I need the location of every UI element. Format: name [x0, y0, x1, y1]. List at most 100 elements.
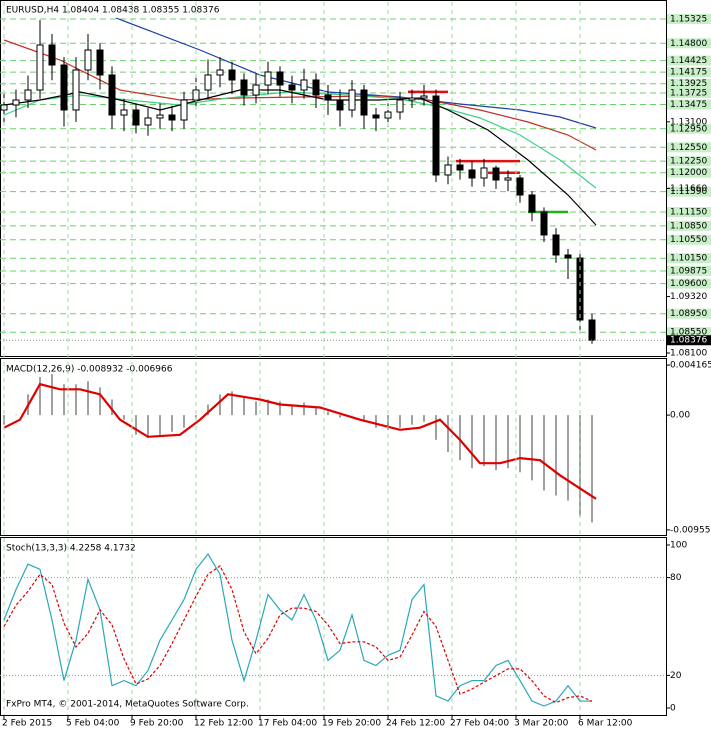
candle-body — [408, 97, 416, 101]
macd-panel-frame — [0, 358, 667, 536]
level-label-bg — [667, 167, 711, 178]
moving-average — [115, 17, 597, 129]
candle-body — [108, 74, 116, 116]
footer: FxPro MT4, © 2001-2014, MetaQuotes Softw… — [6, 700, 249, 710]
level-label-bg — [667, 278, 711, 289]
title-bg — [2, 3, 227, 15]
y-tick-label: 1.09320 — [670, 292, 707, 302]
level-label-bg — [667, 67, 711, 78]
candle-body — [360, 89, 368, 116]
candle-body — [276, 71, 284, 86]
y-tick-label: 0.004165 — [670, 361, 711, 371]
level-label-bg — [667, 123, 711, 134]
candle-body — [120, 109, 128, 116]
level-label-bg — [667, 99, 711, 110]
candle-body — [348, 89, 356, 111]
candle-body — [372, 114, 380, 119]
candle-body — [456, 164, 464, 171]
candle-body — [144, 117, 152, 126]
level-label-bg — [667, 156, 711, 167]
level-label: 1.11150 — [670, 208, 707, 218]
candle-body — [228, 69, 236, 81]
candle-body — [264, 71, 272, 86]
level-label-bg — [667, 253, 711, 264]
candle-body — [156, 114, 164, 119]
candle-body — [324, 94, 332, 101]
candle-body — [312, 79, 320, 96]
candle-body — [420, 95, 428, 99]
candle-body — [396, 99, 404, 113]
x-tick-label: 5 Feb 04:00 — [66, 719, 120, 729]
y-tick-label: 80 — [670, 573, 682, 583]
panel-title: EURUSD,H4 1.08404 1.08438 1.08355 1.0837… — [6, 6, 220, 16]
candle-body — [216, 69, 224, 76]
x-tick-label: 27 Feb 04:00 — [450, 719, 509, 729]
x-tick-label: 6 Mar 12:00 — [578, 719, 633, 729]
candle-body — [300, 79, 308, 91]
level-label-bg — [667, 308, 711, 319]
candle-body — [240, 79, 248, 96]
level-label-bg — [667, 186, 711, 197]
candle-body — [12, 99, 20, 106]
x-tick-label: 3 Mar 20:00 — [514, 719, 569, 729]
level-label: 1.09875 — [670, 266, 707, 276]
level-label: 1.13925 — [670, 79, 707, 89]
x-tick-label: 9 Feb 20:00 — [130, 719, 184, 729]
level-label: 1.10550 — [670, 235, 707, 245]
level-label-bg — [667, 207, 711, 218]
x-tick-label: 19 Feb 20:00 — [322, 719, 381, 729]
level-label: 1.14175 — [670, 68, 707, 78]
candle-body — [540, 211, 548, 236]
level-label: 1.10150 — [670, 254, 707, 264]
level-label: 1.12000 — [670, 168, 707, 178]
level-label: 1.14425 — [670, 56, 707, 66]
candle-body — [96, 49, 104, 76]
candle-body — [516, 177, 524, 196]
macd-signal — [3, 382, 597, 500]
candle-body — [84, 49, 92, 71]
panel-title: Stoch(13,3,3) 4.2258 4.1732 — [6, 544, 136, 554]
candle-body — [588, 319, 596, 341]
level-label-bg — [667, 265, 711, 276]
level-label: 1.13475 — [670, 100, 707, 110]
panel-title: MACD(12,26,9) -0.008932 -0.006966 — [6, 365, 173, 375]
level-label-bg — [667, 78, 711, 89]
candle-body — [72, 69, 80, 111]
current-price-bg — [667, 335, 711, 346]
y-tick-label: -0.009556 — [670, 525, 711, 535]
candle-body — [528, 194, 536, 213]
stoch-line — [3, 565, 593, 704]
x-tick-label: 17 Feb 04:00 — [258, 719, 317, 729]
candle-body — [504, 177, 512, 181]
x-tick-label: 24 Feb 12:00 — [386, 719, 445, 729]
level-label-bg — [667, 38, 711, 49]
candle-body — [252, 84, 260, 96]
candle-body — [180, 99, 188, 121]
y-tick-label: 0.00 — [670, 411, 690, 421]
level-label: 1.15325 — [670, 15, 707, 25]
candle-body — [444, 164, 452, 176]
level-label: 1.14800 — [670, 39, 707, 49]
level-label: 1.11590 — [670, 187, 707, 197]
candle-body — [552, 234, 560, 256]
current-price-label: 1.08376 — [670, 336, 707, 346]
candle-body — [60, 64, 68, 111]
candle-body — [432, 95, 440, 176]
level-label-bg — [667, 55, 711, 66]
level-label-bg — [667, 327, 711, 338]
level-label-bg — [667, 220, 711, 231]
level-label: 1.10850 — [670, 221, 707, 231]
level-label-bg — [667, 142, 711, 153]
candle-body — [288, 84, 296, 91]
main-panel-frame — [0, 0, 667, 357]
candle-body — [468, 169, 476, 179]
candle-body — [132, 109, 140, 126]
level-label-bg — [667, 87, 711, 98]
candle-body — [336, 99, 344, 111]
stoch-panel-frame — [0, 537, 667, 716]
level-label: 1.12250 — [670, 157, 707, 167]
candle-body — [564, 254, 572, 259]
x-tick-label: 12 Feb 12:00 — [194, 719, 253, 729]
stoch-line — [3, 553, 593, 707]
